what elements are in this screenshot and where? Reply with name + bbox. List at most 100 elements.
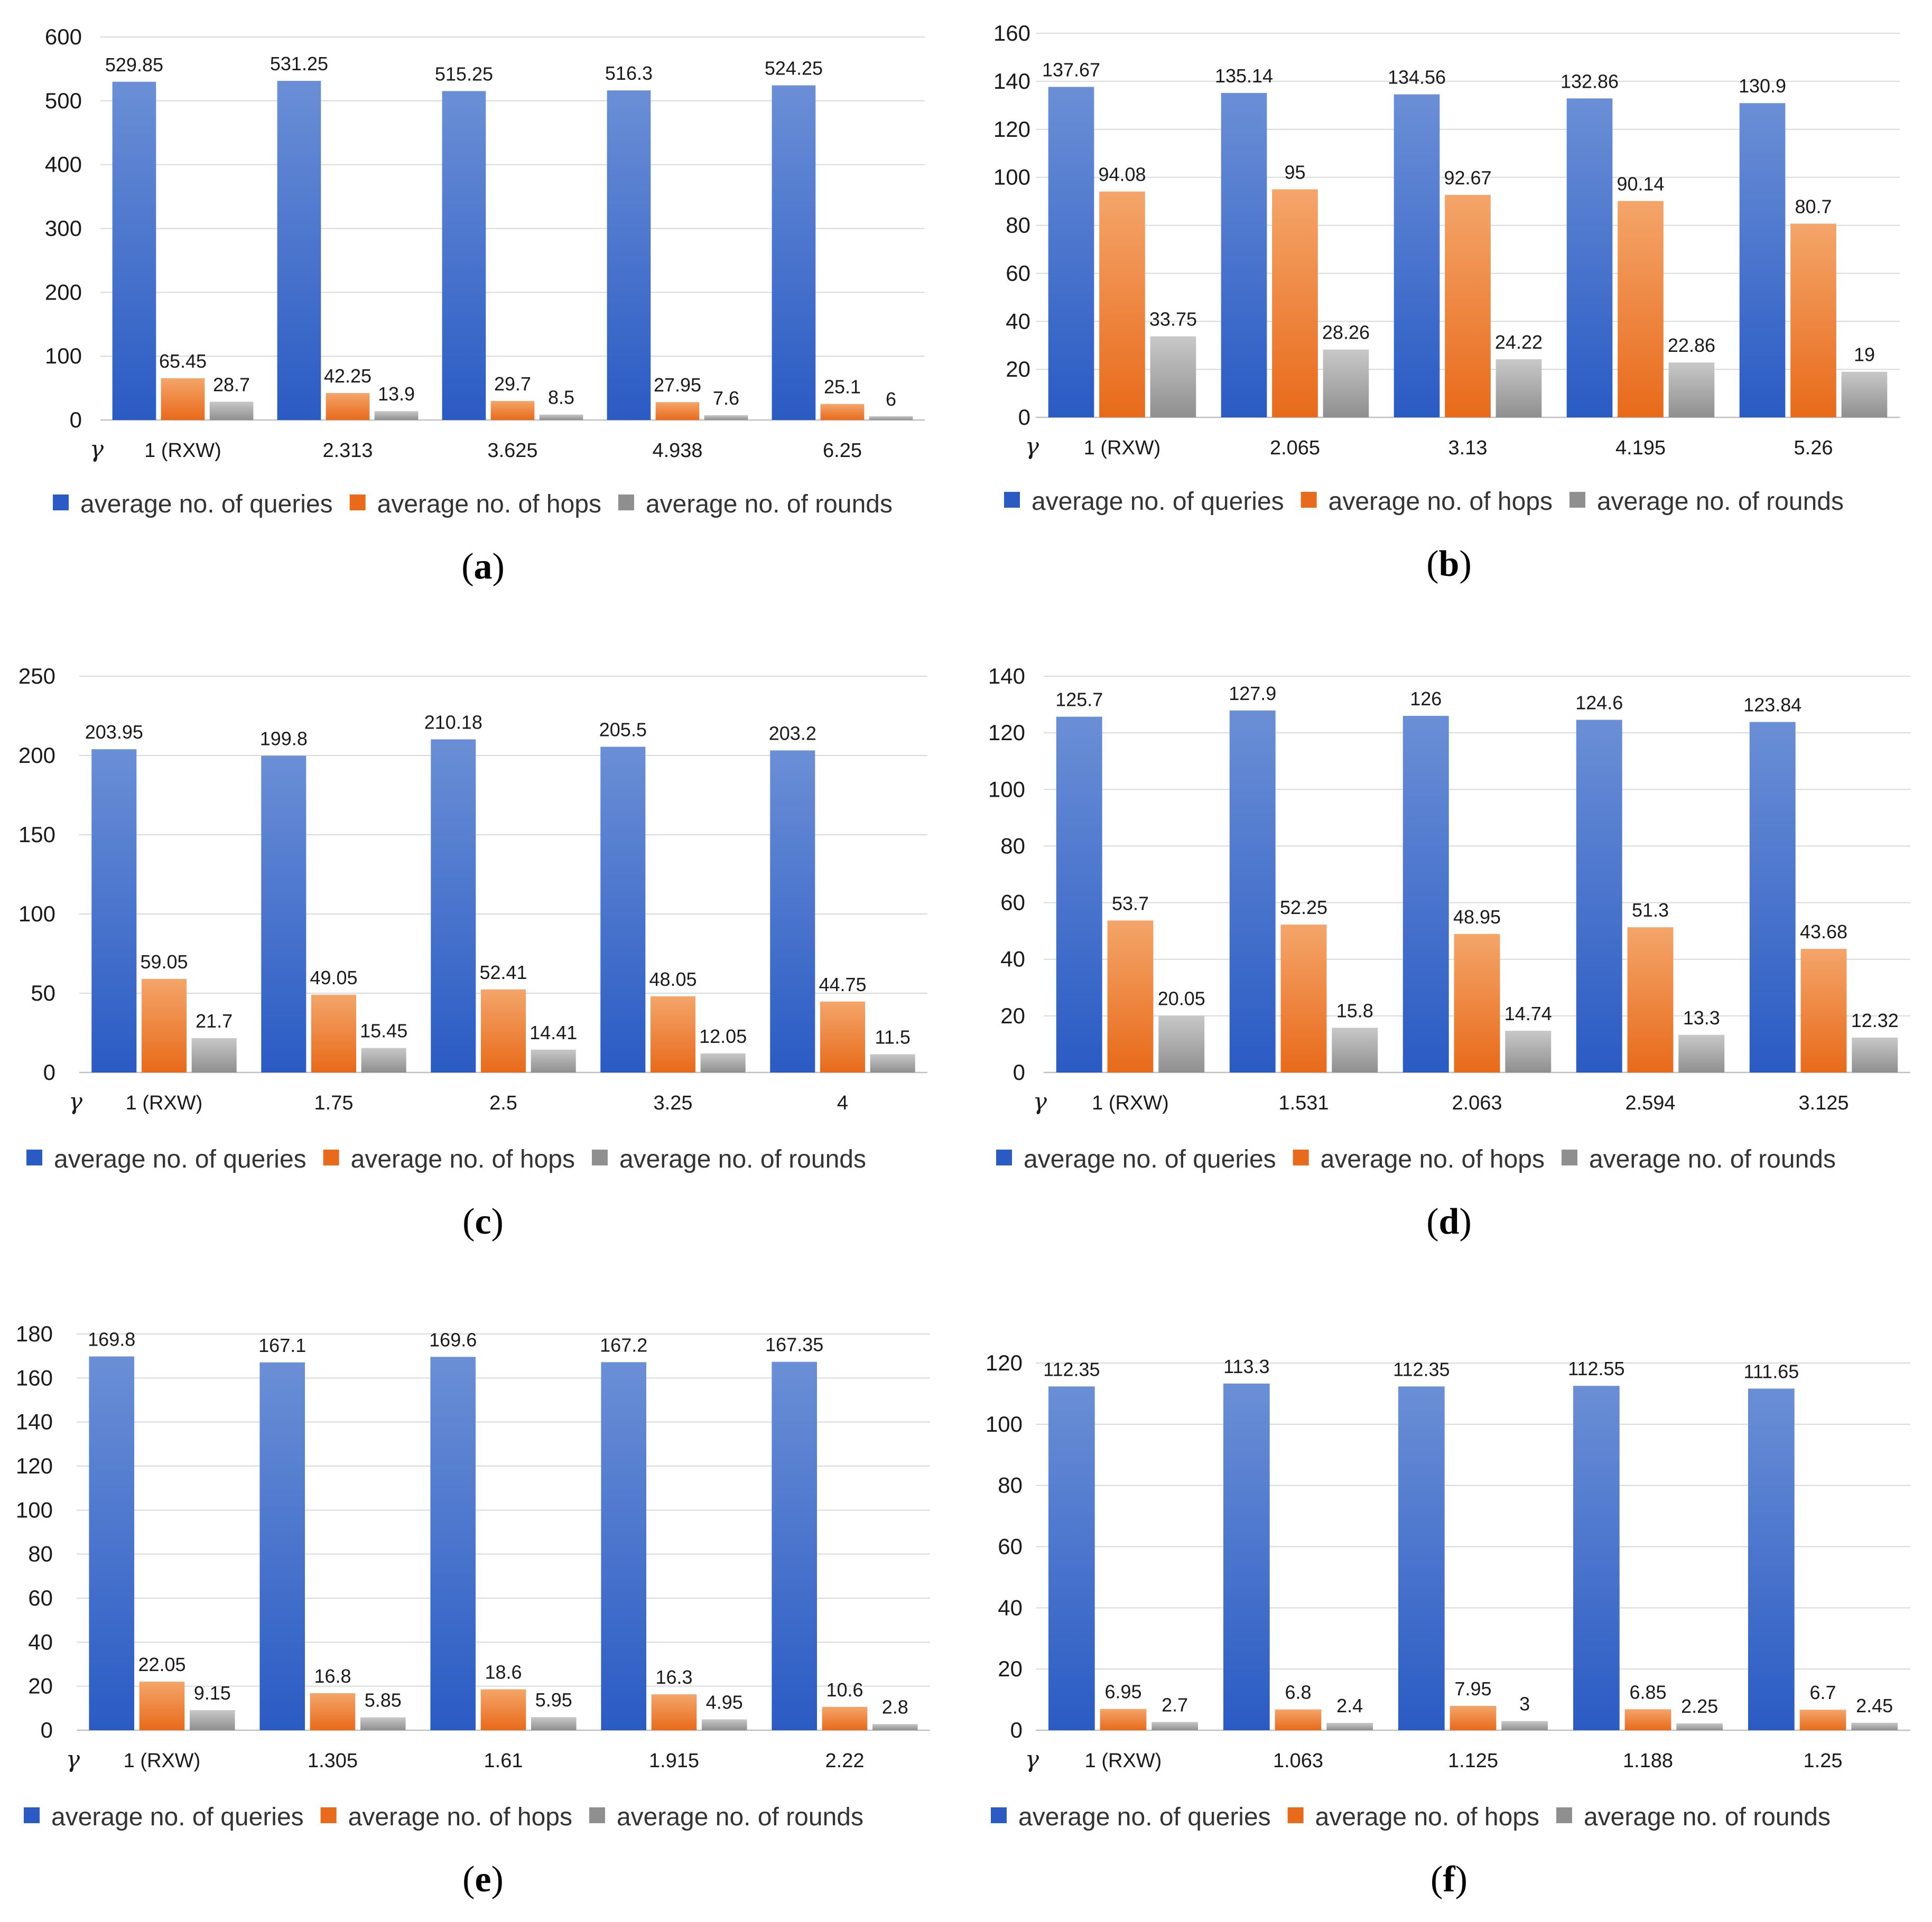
data-label-rounds: 2.25 [1681,1695,1718,1717]
legend-label-hops: average no. of hops [1321,1145,1545,1173]
legend-label-queries: average no. of queries [1032,488,1284,516]
y-tick-label: 200 [18,743,55,768]
bar-hops [161,378,205,420]
x-tick-label: 1.25 [1804,1750,1843,1772]
legend-label-hops: average no. of hops [1315,1803,1539,1831]
legend-swatch-hops [323,1150,339,1165]
data-label-hops: 6.85 [1629,1681,1666,1703]
data-label-queries: 516.3 [605,62,653,84]
legend-label-rounds: average no. of rounds [619,1145,866,1173]
bar-queries [607,90,651,420]
data-label-rounds: 15.8 [1336,1000,1373,1021]
data-label-hops: 53.7 [1112,892,1149,914]
bar-queries [1749,722,1796,1072]
legend-swatch-rounds [1556,1807,1572,1823]
x-tick-label: 1.188 [1623,1750,1673,1772]
data-label-hops: 10.6 [826,1679,863,1701]
x-axis-symbol: γ [69,1088,83,1115]
x-tick-label: 3.13 [1448,437,1488,459]
bar-rounds [374,411,419,420]
data-label-queries: 126 [1410,688,1442,710]
y-tick-label: 200 [45,279,82,304]
y-tick-label: 150 [18,822,55,847]
data-label-queries: 111.65 [1743,1360,1799,1382]
y-tick-label: 60 [28,1585,53,1610]
panel-letter: c [475,1201,491,1242]
y-tick-label: 100 [45,343,82,368]
y-tick-label: 100 [986,1412,1023,1436]
x-axis-symbol: γ [66,1746,80,1773]
bar-rounds [1151,1722,1199,1730]
y-tick-label: 0 [1013,1060,1025,1085]
data-label-rounds: 9.15 [194,1682,231,1704]
data-label-queries: 113.3 [1223,1356,1269,1377]
data-label-hops: 44.75 [819,974,866,995]
bar-hops [1280,925,1327,1072]
y-tick-label: 140 [16,1410,53,1434]
y-tick-label: 100 [16,1497,53,1522]
data-label-hops: 27.95 [654,374,701,396]
x-tick-label: 1.305 [308,1750,358,1772]
bar-queries [1223,1383,1270,1730]
y-tick-label: 20 [1000,1003,1025,1028]
data-label-queries: 199.8 [260,728,308,750]
legend-swatch-hops [1293,1150,1309,1165]
bar-rounds [701,1719,747,1730]
y-tick-label: 120 [988,720,1025,745]
bar-hops [1099,191,1145,417]
bar-queries [1566,98,1613,417]
bar-hops [490,401,535,420]
bar-hops [1275,1709,1322,1730]
panel-label: (d) [1426,1201,1472,1242]
y-tick-label: 140 [988,664,1025,688]
data-label-rounds: 2.8 [882,1696,908,1718]
x-tick-label: 1 (RXW) [124,1750,201,1772]
data-label-rounds: 6 [886,388,896,410]
x-tick-label: 1.531 [1278,1092,1329,1114]
data-label-hops: 52.25 [1280,897,1327,918]
data-label-rounds: 24.22 [1495,331,1543,353]
y-tick-label: 40 [998,1595,1023,1620]
bar-rounds [1678,1034,1725,1072]
y-tick-label: 160 [16,1365,53,1390]
y-tick-label: 300 [45,216,82,241]
legend-label-queries: average no. of queries [80,490,333,518]
data-label-hops: 16.8 [314,1665,351,1687]
bar-hops [1100,1709,1147,1730]
y-tick-label: 60 [1000,890,1025,915]
legend-swatch-hops [320,1807,337,1823]
y-tick-label: 250 [18,664,55,688]
bar-hops [311,994,357,1072]
data-label-hops: 22.05 [138,1654,185,1675]
data-label-queries: 167.1 [258,1335,306,1356]
legend-swatch-hops [1287,1807,1304,1823]
bar-rounds [1676,1723,1723,1730]
x-tick-label: 1.063 [1273,1750,1323,1772]
data-label-queries: 125.7 [1055,689,1103,711]
x-axis-symbol: γ [90,436,104,463]
x-tick-label: 2.594 [1625,1092,1675,1114]
bar-hops [1790,223,1836,417]
data-label-queries: 167.2 [600,1334,647,1356]
bar-hops [480,1689,526,1730]
bar-queries [112,81,156,420]
panel-letter: d [1439,1201,1460,1242]
data-label-hops: 6.95 [1104,1681,1141,1703]
data-label-hops: 51.3 [1632,899,1669,921]
y-tick-label: 40 [28,1629,53,1654]
x-tick-label: 3.125 [1798,1092,1849,1114]
bar-queries [1398,1386,1445,1730]
y-tick-label: 0 [1018,405,1030,430]
legend-label-queries: average no. of queries [51,1803,304,1831]
legend-swatch-rounds [589,1807,605,1823]
x-tick-label: 1 (RXW) [126,1092,203,1114]
bar-queries [770,750,815,1072]
y-tick-label: 80 [998,1473,1023,1498]
bar-queries [91,749,137,1072]
bar-queries [1739,103,1786,417]
chart-panel-a: 0 100 200 300 400 500 600 529.85 65.45 28.7 1 (RXW… [45,24,925,587]
y-tick-label: 120 [986,1350,1023,1375]
legend-label-hops: average no. of hops [377,490,601,518]
data-label-rounds: 2.7 [1162,1694,1188,1715]
data-label-rounds: 7.6 [713,387,739,409]
